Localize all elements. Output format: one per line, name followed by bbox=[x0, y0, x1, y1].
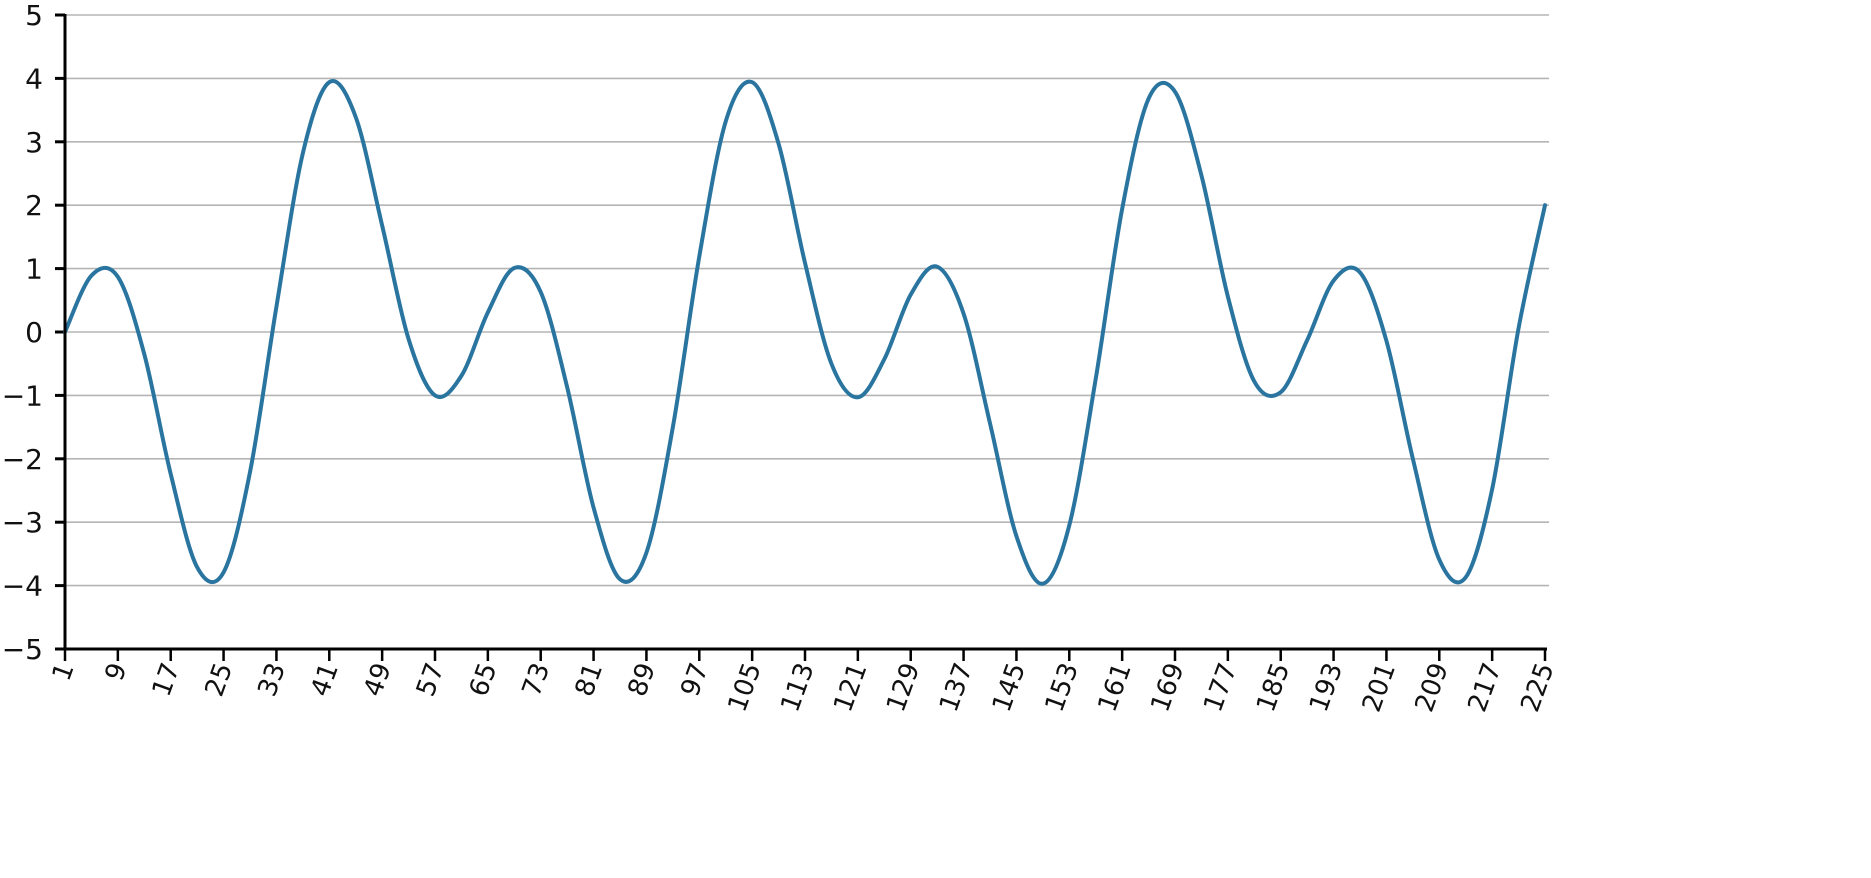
y-tick-label: 4 bbox=[25, 62, 43, 95]
y-tick-label: −4 bbox=[2, 570, 43, 603]
x-tick-label: 17 bbox=[147, 659, 187, 700]
x-tick-label: 97 bbox=[675, 659, 715, 700]
x-tick-label: 209 bbox=[1410, 659, 1455, 716]
gridlines bbox=[65, 15, 1549, 586]
y-tick-label: 3 bbox=[25, 126, 43, 159]
x-tick-label: 225 bbox=[1515, 659, 1560, 716]
x-tick-label: 73 bbox=[517, 659, 557, 700]
x-tick-label: 201 bbox=[1357, 659, 1402, 716]
y-tick-label: 5 bbox=[25, 0, 43, 32]
x-tick-label: 89 bbox=[622, 659, 662, 700]
x-tick-label: 169 bbox=[1145, 659, 1190, 716]
x-tick-label: 177 bbox=[1198, 659, 1243, 716]
x-tick-label: 41 bbox=[305, 659, 345, 700]
x-tick-label: 9 bbox=[100, 659, 134, 685]
x-tick-label: 25 bbox=[200, 659, 240, 700]
x-tick-label: 65 bbox=[464, 659, 504, 700]
y-tick-label: 2 bbox=[25, 189, 43, 222]
x-tick-label: 1 bbox=[47, 659, 81, 685]
y-tick-label: −5 bbox=[2, 633, 43, 666]
x-tick-label: 105 bbox=[723, 659, 768, 716]
y-tick-label: −2 bbox=[2, 443, 43, 476]
x-tick-label: 217 bbox=[1463, 659, 1508, 716]
x-tick-label: 49 bbox=[358, 659, 398, 700]
x-tick-label: 81 bbox=[570, 659, 610, 700]
x-tick-label: 57 bbox=[411, 659, 451, 700]
x-tick-label: 113 bbox=[775, 659, 820, 716]
y-tick-label: 1 bbox=[25, 253, 43, 286]
x-tick-label: 193 bbox=[1304, 659, 1349, 716]
x-tick-label: 145 bbox=[987, 659, 1032, 716]
y-tick-label: −1 bbox=[2, 379, 43, 412]
y-tick-label: 0 bbox=[25, 316, 43, 349]
x-tick-label: 121 bbox=[828, 659, 873, 716]
x-tick-label: 33 bbox=[252, 659, 292, 700]
x-tick-label: 161 bbox=[1093, 659, 1138, 716]
x-tick-label: 153 bbox=[1040, 659, 1085, 716]
x-tick-label: 137 bbox=[934, 659, 979, 716]
y-tick-label: −3 bbox=[2, 506, 43, 539]
x-tick-label: 129 bbox=[881, 659, 926, 716]
y-axis-ticks: 5 4 3 2 1 0 −1 −2 −3 −4 −5 bbox=[2, 0, 65, 666]
x-tick-label: 185 bbox=[1251, 659, 1296, 716]
